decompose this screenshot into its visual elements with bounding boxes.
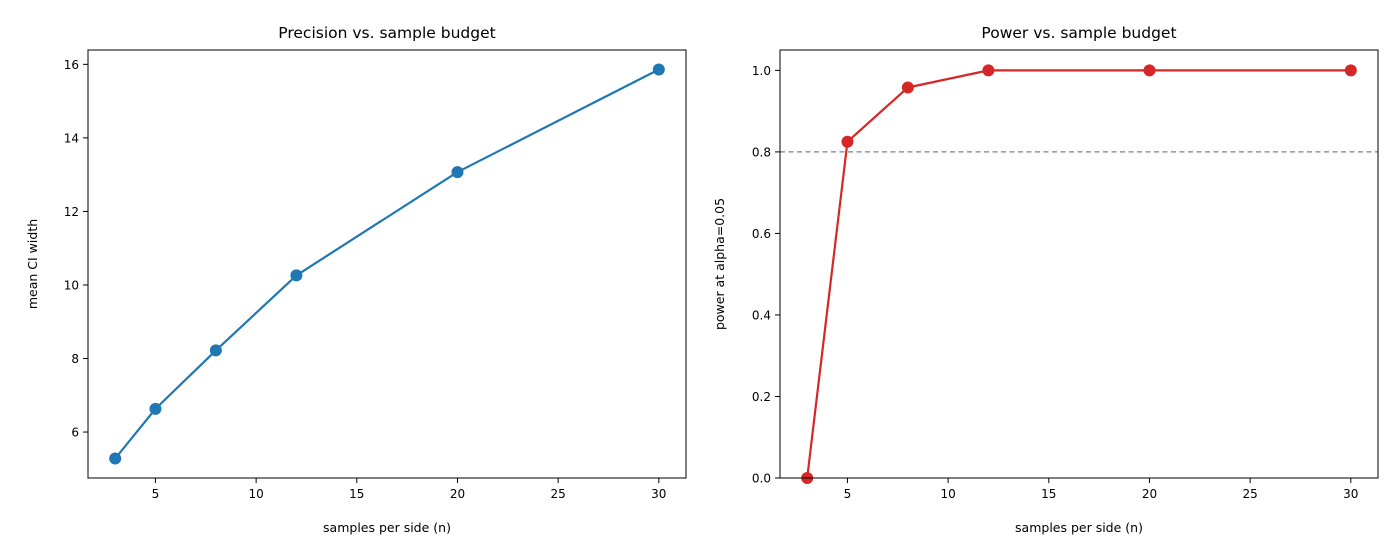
y-tick-label: 10 [64,278,79,292]
y-tick-label: 8 [71,352,79,366]
x-tick-label: 15 [349,487,364,501]
x-tick-label: 30 [1343,487,1358,501]
data-point [901,81,914,94]
x-tick-label: 30 [651,487,666,501]
x-tick-label: 10 [248,487,263,501]
x-axis-label: samples per side (n) [323,520,451,535]
data-point [1143,64,1156,77]
data-point [652,63,665,76]
x-tick-label: 5 [844,487,852,501]
data-point [149,402,162,415]
y-tick-label: 6 [71,426,79,440]
x-tick-label: 5 [152,487,160,501]
data-point [841,135,854,148]
x-tick-label: 20 [1142,487,1157,501]
y-tick-label: 0.8 [752,145,771,159]
x-tick-label: 15 [1041,487,1056,501]
series-line [114,68,660,460]
data-point [982,64,995,77]
y-axis-label: power at alpha=0.05 [712,198,727,330]
series-line [806,69,1351,479]
y-tick-label: 16 [64,58,79,72]
x-axis-label: samples per side (n) [1015,520,1143,535]
y-tick-label: 14 [64,131,79,145]
y-tick-label: 0.4 [752,308,771,322]
plot-frame [87,49,687,479]
x-tick-label: 25 [1243,487,1258,501]
y-tick-label: 0.2 [752,390,771,404]
chart-title: Power vs. sample budget [981,24,1176,42]
x-tick-label: 25 [551,487,566,501]
x-tick-label: 20 [450,487,465,501]
y-tick-label: 0.6 [752,227,771,241]
x-tick-label: 10 [940,487,955,501]
chart-power: Power vs. sample budget samples per side… [712,24,1379,535]
plot-frame [779,49,1379,479]
data-point [451,166,464,179]
y-axis-label: mean CI width [25,219,40,309]
y-tick-label: 1.0 [752,64,771,78]
data-point [209,344,222,357]
data-point [290,269,303,282]
y-tick-label: 0.0 [752,472,771,486]
chart-precision: Precision vs. sample budget samples per … [25,24,687,535]
data-point [1344,64,1357,77]
y-tick-label: 12 [64,205,79,219]
data-point [109,452,122,465]
chart-title: Precision vs. sample budget [278,24,495,42]
